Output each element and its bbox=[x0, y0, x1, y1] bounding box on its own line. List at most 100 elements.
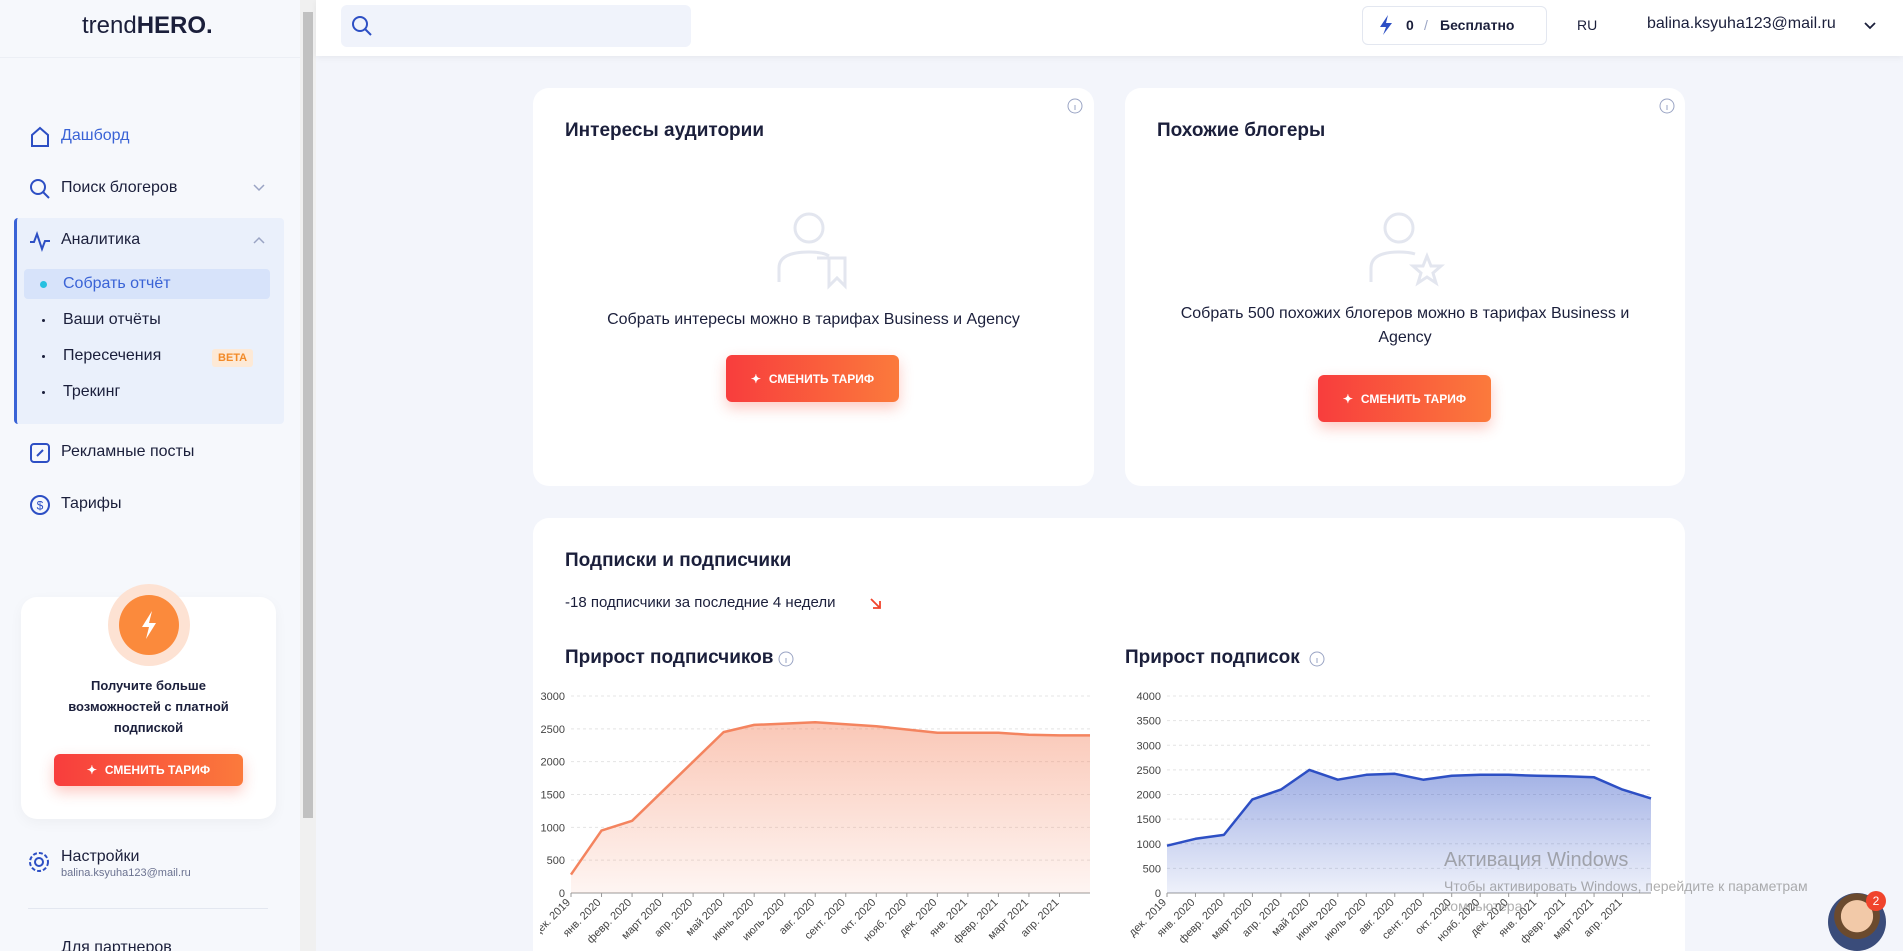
icon-posts bbox=[30, 443, 50, 463]
bullet bbox=[42, 391, 45, 394]
y-tick-label: 1500 bbox=[541, 790, 565, 802]
scroll-thumb[interactable] bbox=[303, 12, 313, 818]
card-title: Похожие блогеры bbox=[1157, 120, 1326, 141]
y-tick-label: 2000 bbox=[541, 757, 565, 769]
chevron bbox=[253, 184, 265, 192]
search-box[interactable] bbox=[341, 5, 691, 47]
y-tick-label: 3000 bbox=[1137, 740, 1161, 752]
language[interactable]: RU bbox=[1577, 17, 1598, 33]
subnav-item[interactable]: Пересечения bbox=[63, 347, 162, 364]
partners[interactable]: Для партнеров bbox=[61, 939, 172, 951]
card-button[interactable]: ✦ СМЕНИТЬ ТАРИФ bbox=[1318, 375, 1491, 422]
button-label: СМЕНИТЬ ТАРИФ bbox=[768, 371, 875, 386]
card: Похожие блогеры Собрать 500 похожих блог… bbox=[1125, 88, 1685, 486]
card-title: Интересы аудитории bbox=[565, 120, 765, 141]
y-tick-label: 1000 bbox=[1137, 839, 1161, 851]
chevron bbox=[253, 236, 265, 244]
icon-bolt bbox=[1380, 15, 1392, 35]
credits: 0 bbox=[1406, 17, 1414, 33]
y-tick-label: 1000 bbox=[541, 822, 565, 834]
line bbox=[569, 721, 1090, 876]
beta-badge: BETA bbox=[212, 349, 254, 367]
nav-item[interactable]: Рекламные посты bbox=[61, 443, 195, 460]
placeholder-icon bbox=[777, 212, 847, 290]
icon-home bbox=[31, 126, 49, 147]
card-text: Собрать интересы можно в тарифах Busines… bbox=[607, 311, 1020, 328]
separator: / bbox=[1424, 17, 1428, 33]
bullet bbox=[42, 319, 45, 322]
logo[interactable]: trendHERO. bbox=[82, 12, 213, 40]
line bbox=[1166, 768, 1652, 847]
sparkle: ✦ bbox=[750, 371, 761, 386]
promo-text: Получите больше возможностей с платной п… bbox=[68, 678, 229, 735]
icon-settings bbox=[29, 852, 49, 872]
info-icon[interactable] bbox=[1659, 98, 1675, 114]
card-button[interactable]: ✦ СМЕНИТЬ ТАРИФ bbox=[726, 355, 899, 402]
y-tick-label: 4000 bbox=[1137, 691, 1161, 703]
nav-item[interactable]: Дашборд bbox=[61, 127, 130, 144]
icon-search bbox=[352, 16, 372, 36]
icon-analytics bbox=[30, 231, 50, 252]
topbar: 0 / Бесплатно RU balina.ksyuha123@mail.r… bbox=[316, 0, 1903, 56]
analytics-group bbox=[14, 218, 284, 424]
icon-tariffs: $ bbox=[30, 495, 50, 515]
promo-button[interactable]: ✦ СМЕНИТЬ ТАРИФ bbox=[54, 754, 243, 786]
chat-badge: 2 bbox=[1866, 891, 1886, 911]
nav-item[interactable]: Тарифы bbox=[61, 495, 122, 512]
y-tick-label: 2500 bbox=[1137, 765, 1161, 777]
y-tick-label: 500 bbox=[547, 855, 565, 867]
icon-search bbox=[30, 179, 50, 199]
plan: Бесплатно bbox=[1440, 17, 1515, 33]
button-label: СМЕНИТЬ ТАРИФ bbox=[104, 763, 211, 777]
bullet bbox=[42, 355, 45, 358]
placeholder-icon bbox=[1369, 212, 1445, 287]
y-tick-label: 0 bbox=[559, 888, 565, 900]
sparkle: ✦ bbox=[86, 763, 97, 777]
info-icon[interactable] bbox=[1308, 650, 1326, 668]
watermark-text: Чтобы активировать Windows, перейдите к … bbox=[1444, 878, 1808, 914]
divider bbox=[28, 908, 268, 909]
info-icon[interactable] bbox=[777, 650, 795, 668]
logo-light: trend bbox=[82, 12, 137, 39]
watermark-title: Активация Windows bbox=[1444, 849, 1629, 871]
subnav-item[interactable]: Трекинг bbox=[63, 383, 121, 400]
subnav-item[interactable]: Ваши отчёты bbox=[63, 311, 161, 328]
info-icon[interactable] bbox=[1067, 98, 1083, 114]
y-tick-label: 2500 bbox=[541, 724, 565, 736]
y-tick-label: 0 bbox=[1155, 888, 1161, 900]
nav-item[interactable]: Аналитика bbox=[61, 231, 141, 248]
trend-arrow bbox=[870, 598, 881, 609]
selected-bg bbox=[24, 269, 270, 299]
promo-icon bbox=[119, 595, 179, 655]
y-tick-label: 1500 bbox=[1137, 814, 1161, 826]
logo-bold: HERO. bbox=[136, 12, 213, 39]
plan-box[interactable] bbox=[1362, 6, 1547, 45]
area bbox=[1167, 769, 1651, 893]
button-label: СМЕНИТЬ ТАРИФ bbox=[1360, 391, 1467, 406]
sparkle: ✦ bbox=[1342, 391, 1353, 406]
chart-title: Прирост подписок bbox=[1125, 647, 1300, 668]
y-tick-label: 3000 bbox=[541, 691, 565, 703]
subnav-item[interactable]: Собрать отчёт bbox=[63, 275, 171, 292]
y-tick-label: 500 bbox=[1143, 863, 1161, 875]
card: Интересы аудитории Собрать интересы можн… bbox=[533, 88, 1094, 486]
summary: -18 подписчики за последние 4 недели bbox=[565, 594, 836, 611]
sidebar: trendHERO. Дашборд Поиск блогеров Аналит… bbox=[0, 0, 300, 951]
y-tick-label: 2000 bbox=[1137, 790, 1161, 802]
y-tick-label: 3500 bbox=[1137, 716, 1161, 728]
divider bbox=[0, 57, 300, 58]
settings-email: balina.ksyuha123@mail.ru bbox=[61, 867, 191, 879]
chart-title: Прирост подписчиков bbox=[565, 647, 774, 668]
area bbox=[571, 722, 1090, 893]
card-text: Собрать 500 похожих блогеров можно в тар… bbox=[1180, 305, 1630, 346]
settings-title[interactable]: Настройки bbox=[61, 848, 140, 865]
nav-item[interactable]: Поиск блогеров bbox=[61, 179, 178, 196]
bullet bbox=[40, 281, 47, 288]
email[interactable]: balina.ksyuha123@mail.ru bbox=[1647, 15, 1836, 32]
svg-text:$: $ bbox=[37, 499, 44, 513]
chevron bbox=[1864, 22, 1876, 30]
section-title: Подписки и подписчики bbox=[565, 550, 792, 571]
